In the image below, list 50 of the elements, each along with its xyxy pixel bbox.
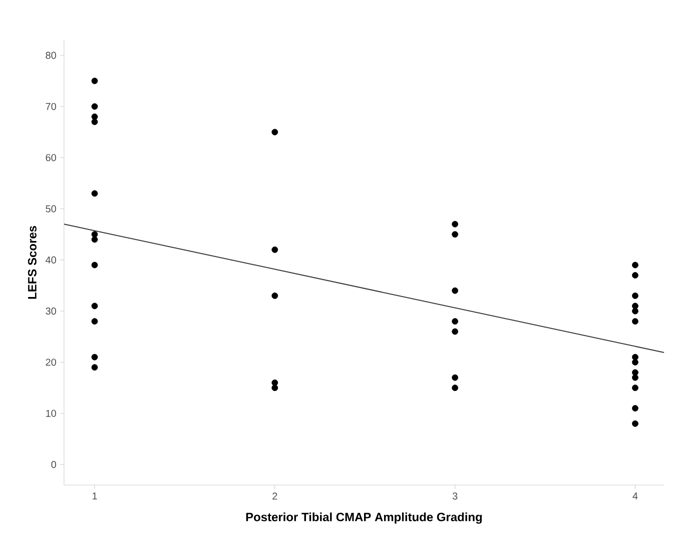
point [91, 302, 98, 310]
point [272, 246, 278, 253]
point [452, 384, 458, 392]
y-tick-label: 0 [51, 461, 56, 468]
point [632, 359, 638, 366]
point [452, 318, 458, 325]
y-tick-label: 50 [46, 205, 56, 212]
x-tick-label: 1 [92, 492, 97, 500]
point [632, 369, 638, 376]
point [91, 318, 98, 325]
y-tick-label: 70 [46, 102, 56, 110]
y-axis-title: LEFS Scores [28, 226, 36, 299]
point [272, 128, 278, 136]
y-tick-label: 40 [46, 256, 56, 264]
point [632, 354, 638, 360]
point [632, 405, 638, 412]
y-tick-label: 30 [46, 308, 56, 315]
point [91, 262, 98, 268]
point [452, 287, 458, 294]
point [91, 78, 98, 84]
x-tick-label: 3 [452, 492, 458, 500]
point [452, 328, 458, 335]
point [632, 384, 638, 392]
x-tick-label: 2 [272, 492, 278, 500]
point [272, 380, 278, 386]
point [272, 292, 278, 299]
point [272, 384, 278, 392]
point [452, 374, 458, 381]
point [91, 236, 98, 243]
point [91, 190, 98, 197]
y-tick-label: 10 [46, 410, 56, 417]
y-tick-label: 80 [46, 52, 56, 59]
point [452, 220, 458, 228]
point [91, 118, 98, 126]
point [452, 231, 458, 238]
point [91, 103, 98, 110]
point [632, 420, 638, 427]
y-tick-label: 20 [46, 358, 56, 366]
point [632, 292, 638, 299]
point [632, 272, 638, 278]
point [91, 354, 98, 360]
point [632, 308, 638, 314]
point [632, 318, 638, 325]
point [632, 262, 638, 268]
point [91, 364, 98, 371]
x-tick-label: 4 [632, 492, 638, 500]
point [632, 302, 638, 310]
point [632, 374, 638, 381]
y-tick-label: 60 [46, 154, 56, 162]
x-axis-title: Posterior Tibial CMAP Amplitude Grading [246, 512, 482, 524]
